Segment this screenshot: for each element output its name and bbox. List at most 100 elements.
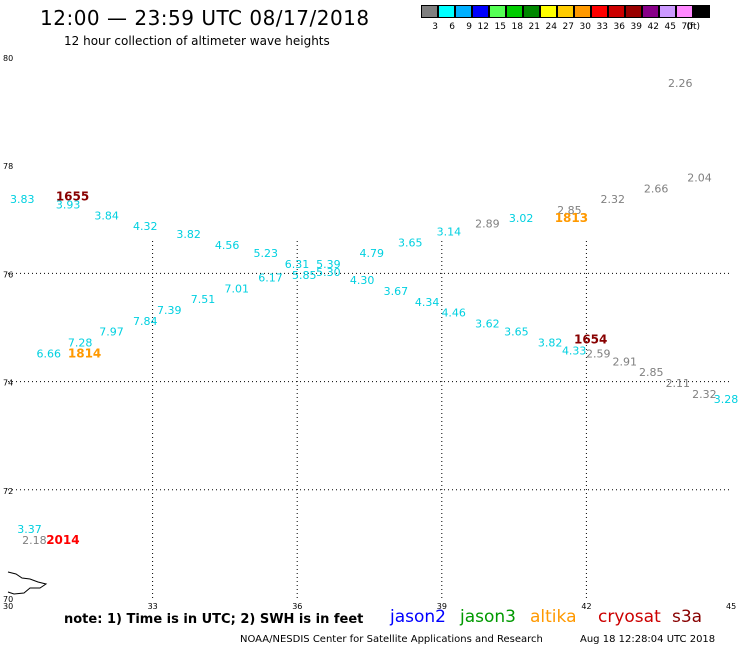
wave-height-value: 7.97: [99, 326, 124, 339]
scale-swatch: [523, 5, 540, 18]
wave-height-value: 7.51: [191, 293, 216, 306]
wave-height-value: 3.82: [176, 228, 201, 241]
wave-height-value: 4.34: [415, 296, 440, 309]
wave-height-value: 3.37: [17, 523, 41, 536]
scale-label: 36: [613, 22, 625, 32]
wave-height-value: 2.32: [692, 388, 717, 401]
scale-label: 18: [511, 22, 523, 32]
scale-swatch: [489, 5, 506, 18]
scale-label: 15: [494, 22, 506, 32]
wave-height-value: 6.66: [37, 347, 62, 360]
x-tick-label: 30: [3, 602, 13, 611]
pass-time-label: 1654: [574, 333, 607, 347]
scale-swatch: [455, 5, 472, 18]
y-tick-label: 72: [3, 487, 13, 496]
y-tick-label: 76: [3, 270, 13, 279]
x-tick-label: 36: [292, 602, 302, 611]
x-tick-label: 33: [148, 602, 158, 611]
satellite-jason2: jason2: [390, 607, 446, 627]
wave-height-value: 6.31: [285, 258, 310, 271]
scale-label: 3: [432, 22, 438, 32]
scale-label: 33: [596, 22, 608, 32]
wave-height-value: 2.85: [639, 366, 664, 379]
footer-note: note: 1) Time is in UTC; 2) SWH is in fe…: [64, 612, 364, 627]
satellite-s3a: s3a: [672, 607, 703, 627]
scale-label: 27: [562, 22, 574, 32]
scale-label: 45: [664, 22, 676, 32]
timestamp-text: Aug 18 12:28:04 UTC 2018: [580, 634, 716, 645]
y-tick-label: 74: [3, 379, 13, 388]
wave-height-value: 7.39: [157, 304, 182, 317]
scale-label: 21: [528, 22, 540, 32]
wave-height-value: 3.02: [509, 212, 534, 225]
satellite-altika: altika: [530, 607, 577, 627]
scale-label: (ft): [686, 22, 700, 32]
y-tick-label: 80: [3, 54, 13, 63]
wave-height-value: 2.85: [557, 204, 582, 217]
scale-swatch: [438, 5, 455, 18]
y-tick-label: 70: [3, 595, 13, 604]
scale-label: 24: [545, 22, 557, 32]
scale-swatch: [642, 5, 659, 18]
wave-height-value: 2.32: [601, 193, 626, 206]
wave-height-value: 5.30: [316, 266, 341, 279]
wave-height-value: 5.23: [253, 247, 278, 260]
color-scale: [421, 5, 710, 18]
wave-height-value: 3.65: [504, 326, 528, 339]
wave-height-value: 4.56: [215, 239, 240, 252]
scale-swatch: [676, 5, 693, 18]
pass-time-label: 1655: [56, 189, 89, 203]
pass-time-label: 2014: [46, 533, 79, 547]
x-tick-label: 45: [726, 602, 736, 611]
wave-height-value: 2.26: [668, 77, 693, 90]
wave-height-value: 3.93: [56, 198, 80, 211]
wave-height-value: 3.83: [10, 193, 35, 206]
scale-swatch: [574, 5, 591, 18]
scale-swatch: [659, 5, 676, 18]
scale-swatch: [557, 5, 574, 18]
wave-height-value: 3.62: [475, 318, 500, 331]
x-tick-label: 39: [437, 602, 447, 611]
y-tick-label: 78: [3, 162, 13, 171]
scale-swatch: [591, 5, 608, 18]
scale-label: 12: [477, 22, 489, 32]
pass-time-label: 1813: [555, 211, 588, 225]
wave-height-value: 6.17: [258, 272, 283, 285]
scale-swatch: [540, 5, 557, 18]
page-title: 12:00 — 23:59 UTC 08/17/2018: [40, 6, 370, 30]
wave-height-value: 5.85: [292, 269, 317, 282]
wave-height-value: 3.28: [714, 393, 739, 406]
satellite-cryosat: cryosat: [598, 607, 661, 627]
wave-height-value: 2.18: [22, 534, 46, 547]
wave-height-value: 4.46: [441, 307, 466, 320]
wave-height-value: 2.59: [586, 347, 611, 360]
wave-height-value: 4.30: [350, 274, 375, 287]
wave-height-value: 4.32: [133, 220, 158, 233]
wave-height-value: 3.65: [398, 236, 423, 249]
scale-swatch: [693, 5, 710, 18]
wave-height-value: 3.82: [538, 336, 563, 349]
wave-height-value: 7.28: [68, 336, 93, 349]
scale-label: 30: [579, 22, 591, 32]
scale-swatch: [608, 5, 625, 18]
wave-height-value: 7.01: [225, 282, 250, 295]
scale-label: 6: [449, 22, 455, 32]
wave-height-value: 7.84: [133, 315, 158, 328]
wave-height-value: 4.79: [360, 247, 385, 260]
wave-height-value: 2.11: [666, 377, 691, 390]
wave-height-value: 2.89: [475, 217, 500, 230]
coastline: [7, 571, 48, 595]
wave-height-value: 2.66: [644, 182, 669, 195]
scale-label: 42: [647, 22, 659, 32]
scale-swatch: [421, 5, 438, 18]
wave-height-value: 2.04: [687, 171, 712, 184]
wave-height-value: 3.67: [384, 285, 409, 298]
pass-time-label: 1814: [68, 346, 101, 360]
wave-height-value: 2.91: [613, 355, 638, 368]
page-subtitle: 12 hour collection of altimeter wave hei…: [64, 34, 330, 48]
scale-label: 39: [630, 22, 642, 32]
scale-swatch: [625, 5, 642, 18]
wave-height-value: 5.39: [316, 258, 341, 271]
scale-label: 70: [681, 22, 693, 32]
satellite-jason3: jason3: [460, 607, 516, 627]
